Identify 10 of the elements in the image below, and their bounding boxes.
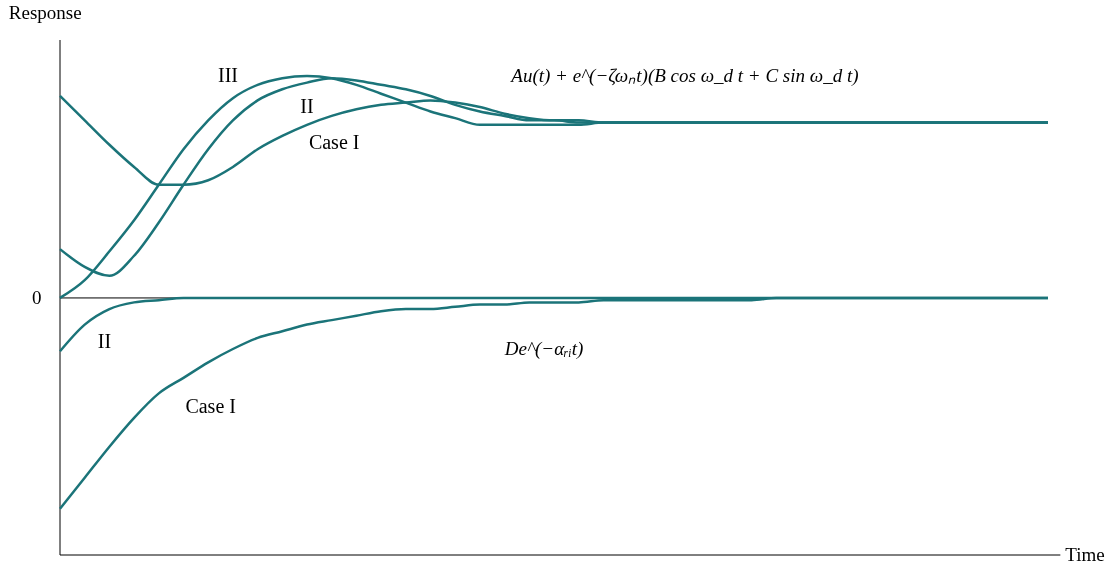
- series-label: II: [97, 330, 112, 353]
- series-label: III: [217, 63, 238, 86]
- series-label: II: [300, 95, 314, 118]
- text: 0: [31, 286, 42, 308]
- x-axis-title: Time: [1065, 544, 1105, 563]
- annotation: De^(−αᵣᵢt): [503, 338, 584, 360]
- annotation: Au(t) + e^(−ζωₙt)(B cos ω_d t + C sin ω_d t): [509, 64, 859, 87]
- series-label: Case I: [185, 394, 236, 417]
- y-axis-title: Response: [8, 2, 82, 24]
- series-label: Case I: [308, 130, 360, 153]
